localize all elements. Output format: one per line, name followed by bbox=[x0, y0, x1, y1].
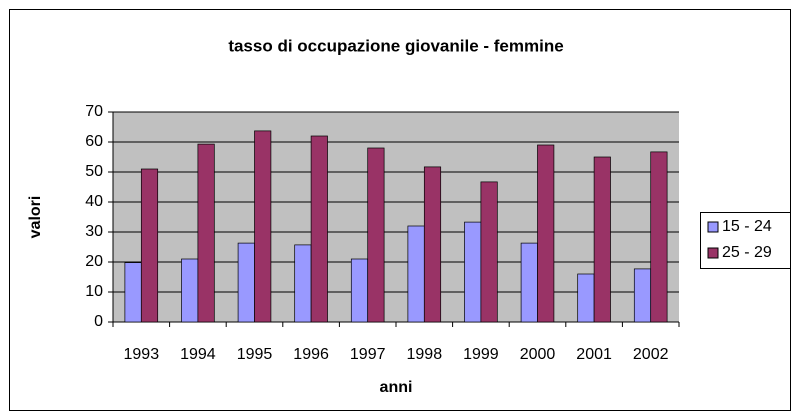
legend-label: 15 - 24 bbox=[722, 218, 772, 235]
legend-label: 25 - 29 bbox=[722, 244, 772, 261]
y-tick-label: 0 bbox=[94, 313, 103, 330]
x-tick-label: 2001 bbox=[576, 346, 612, 363]
x-tick-label: 1996 bbox=[293, 346, 329, 363]
x-tick-label: 1997 bbox=[350, 346, 386, 363]
y-axis-label: valori bbox=[27, 196, 44, 239]
bar bbox=[124, 262, 142, 323]
bar bbox=[633, 268, 652, 323]
bar bbox=[294, 244, 312, 323]
bar bbox=[520, 242, 538, 323]
x-tick-label: 2002 bbox=[633, 346, 669, 363]
bar bbox=[254, 130, 272, 323]
bar bbox=[537, 144, 555, 323]
legend-swatch bbox=[707, 247, 719, 259]
chart-title: tasso di occupazione giovanile - femmine bbox=[228, 36, 563, 55]
y-tick-label: 50 bbox=[85, 163, 103, 180]
bar bbox=[367, 147, 385, 323]
y-tick-label: 40 bbox=[85, 193, 103, 210]
bar bbox=[464, 221, 482, 323]
y-tick-label: 30 bbox=[85, 223, 103, 240]
legend-swatch bbox=[707, 221, 719, 233]
bar bbox=[577, 273, 595, 323]
x-tick-label: 1998 bbox=[407, 346, 443, 363]
bar bbox=[350, 258, 369, 323]
bar bbox=[140, 168, 159, 323]
x-tick-label: 1995 bbox=[237, 346, 273, 363]
bar bbox=[423, 166, 442, 323]
bar bbox=[480, 181, 498, 323]
y-tick-label: 10 bbox=[85, 283, 103, 300]
bar bbox=[407, 225, 425, 323]
y-tick-label: 60 bbox=[85, 133, 103, 150]
y-tick-label: 70 bbox=[85, 103, 103, 120]
x-tick-label: 1999 bbox=[463, 346, 499, 363]
bar bbox=[237, 242, 255, 323]
y-tick-label: 20 bbox=[85, 253, 103, 270]
x-tick-label: 1993 bbox=[124, 346, 160, 363]
x-axis-label: anni bbox=[380, 379, 413, 396]
bar bbox=[593, 156, 611, 323]
bar bbox=[310, 135, 328, 323]
bar bbox=[197, 143, 215, 323]
x-tick-label: 1994 bbox=[180, 346, 216, 363]
bar bbox=[650, 151, 668, 323]
x-tick-label: 2000 bbox=[520, 346, 556, 363]
bar bbox=[181, 258, 199, 323]
